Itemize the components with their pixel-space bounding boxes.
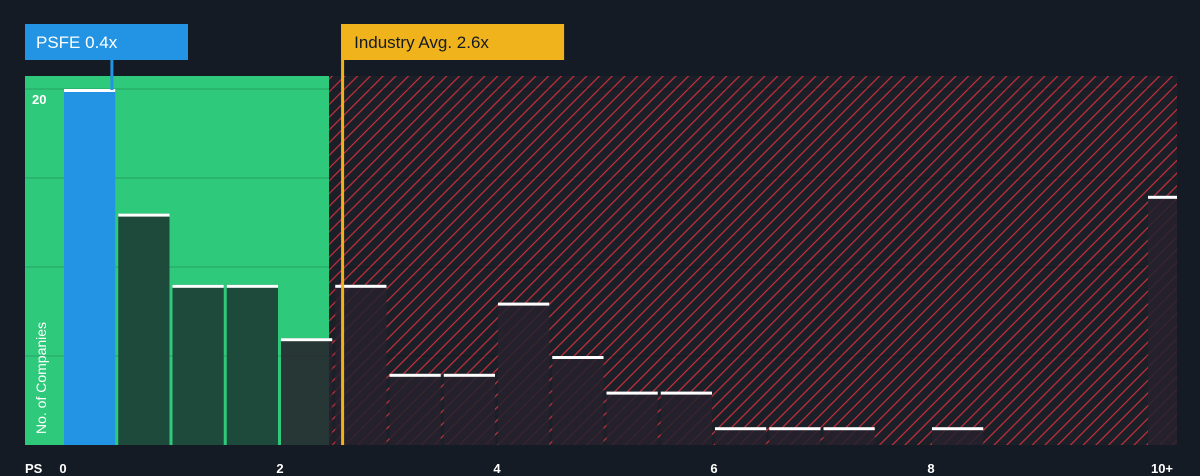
bar [715, 427, 767, 445]
bar-body [769, 427, 821, 445]
bar-cap [606, 391, 658, 395]
industry-average-label: Industry Avg. 2.6x [354, 33, 489, 52]
bar-body [226, 284, 278, 445]
bar-body [64, 89, 116, 445]
bar-cap [498, 302, 550, 306]
x-tick-label: 0 [59, 461, 66, 476]
bar-body [498, 302, 550, 445]
bar-body [715, 427, 767, 445]
bar-cap [552, 356, 604, 359]
bar [1148, 195, 1177, 445]
bar-cap [769, 427, 821, 431]
bar [118, 213, 170, 445]
bar-body [172, 284, 224, 445]
bar-body [606, 391, 658, 445]
bar-cap [118, 213, 170, 217]
bar [823, 427, 875, 445]
bar-body [118, 213, 170, 445]
bar-cap [1148, 195, 1177, 199]
bar [443, 373, 495, 445]
industry-average-callout [341, 24, 565, 60]
industry-average-line [341, 24, 345, 445]
bar [226, 284, 278, 445]
bar-cap [823, 427, 875, 431]
bar-cap [226, 284, 278, 288]
bar-body [660, 391, 712, 445]
bar [498, 302, 550, 445]
bar-cap [660, 391, 712, 395]
x-tick-label: 8 [927, 461, 934, 476]
y-axis-label: No. of Companies [33, 322, 49, 434]
bar [552, 356, 604, 445]
x-tick-label: 2 [276, 461, 283, 476]
bar-cap [172, 284, 224, 288]
bar [932, 427, 984, 445]
x-tick-label: 10+ [1151, 461, 1173, 476]
bar-body [823, 427, 875, 445]
bar-body [443, 373, 495, 445]
bar-body [552, 356, 604, 445]
y-tick-label: 20 [32, 92, 46, 107]
industry-average-marker: Industry Avg. 2.6x [341, 24, 565, 445]
x-axis-label: PS [25, 461, 43, 476]
bar-cap [932, 427, 984, 431]
y-axis-ticks: 20 [32, 92, 46, 107]
bar-body [281, 338, 333, 445]
psfe-label: PSFE 0.4x [36, 33, 118, 52]
bar-body [389, 373, 441, 445]
x-tick-label: 6 [710, 461, 717, 476]
bar-cap [281, 338, 333, 342]
bar [172, 284, 224, 445]
psfe-marker: PSFE 0.4x [25, 24, 188, 90]
psfe-pointer-line [110, 60, 114, 90]
bar-body [932, 427, 984, 445]
bar [769, 427, 821, 445]
bar-cap [389, 373, 441, 377]
bar [660, 391, 712, 445]
bar-cap [443, 373, 495, 377]
bar-cap [715, 427, 767, 431]
psfe-callout [25, 24, 188, 60]
bar-cap [64, 89, 116, 92]
bars [64, 89, 1177, 445]
x-axis-ticks: 0 2 4 6 8 10+ [59, 461, 1173, 476]
bar-cap [335, 284, 387, 288]
bar-psfe-bin [64, 89, 116, 445]
x-tick-label: 4 [493, 461, 501, 476]
bar-body [1148, 195, 1177, 445]
bar [281, 338, 333, 445]
bar [389, 373, 441, 445]
bar [606, 391, 658, 445]
